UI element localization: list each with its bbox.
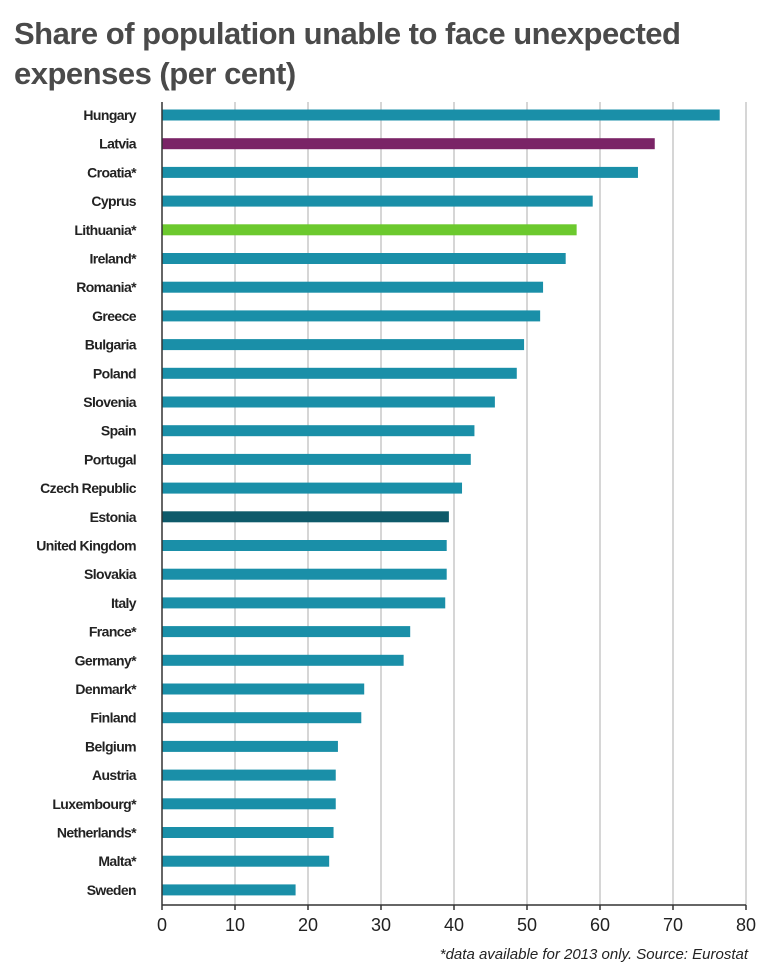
category-label: Netherlands* <box>57 825 137 841</box>
bar <box>162 683 365 695</box>
x-tick-label: 30 <box>371 915 391 935</box>
gridlines <box>234 102 747 905</box>
bar <box>162 453 471 465</box>
x-tick-label: 50 <box>517 915 537 935</box>
x-tick-label: 60 <box>590 915 610 935</box>
category-label: Luxembourg* <box>52 796 137 812</box>
category-label: Estonia <box>90 509 137 525</box>
x-tick-label: 40 <box>444 915 464 935</box>
chart-title: Share of population unable to face unexp… <box>14 16 681 91</box>
bar <box>162 540 447 551</box>
category-label: Slovenia <box>83 394 137 410</box>
category-label: Hungary <box>83 107 136 123</box>
category-labels: Hungary Latvia Croatia* Cyprus Lithuania* Ire… <box>36 107 137 898</box>
category-label: Italy <box>111 595 137 611</box>
x-tick-label: 20 <box>298 915 318 935</box>
bar <box>162 712 362 724</box>
category-label: United Kingdom <box>36 538 136 554</box>
category-label: Spain <box>101 423 136 439</box>
category-label: France* <box>89 624 137 640</box>
bar <box>162 109 720 121</box>
category-label: Belgium <box>85 738 136 754</box>
bar <box>162 195 593 207</box>
category-label: Portugal <box>84 451 136 467</box>
category-label: Sweden <box>87 882 136 898</box>
category-label: Czech Republic <box>40 480 137 496</box>
category-label: Austria <box>92 767 137 783</box>
bar <box>162 740 338 752</box>
bar <box>162 253 566 264</box>
category-label: Romania* <box>76 279 137 295</box>
x-tick-label: 80 <box>736 915 756 935</box>
bar <box>162 511 449 523</box>
bar <box>162 597 446 609</box>
bar <box>162 855 330 867</box>
bar <box>162 482 463 494</box>
bar <box>162 425 475 437</box>
category-label: Lithuania* <box>74 222 137 238</box>
bar <box>162 827 334 838</box>
bar <box>162 798 336 810</box>
x-axis: 0 10 20 30 40 50 60 70 80 <box>157 102 756 935</box>
bar <box>162 310 541 322</box>
x-tick-label: 10 <box>225 915 245 935</box>
bar <box>162 568 447 580</box>
category-label: Poland <box>93 365 136 381</box>
bar <box>162 367 517 379</box>
bar <box>162 396 495 408</box>
category-label: Malta* <box>98 853 137 869</box>
category-label: Finland <box>90 710 136 726</box>
bar <box>162 224 577 236</box>
category-label: Cyprus <box>91 193 136 209</box>
category-label: Latvia <box>99 136 137 152</box>
category-label: Germany* <box>75 652 137 668</box>
category-label: Croatia* <box>87 164 137 180</box>
category-label: Bulgaria <box>85 337 137 353</box>
bar <box>162 166 638 178</box>
bar <box>162 654 404 666</box>
category-label: Denmark* <box>75 681 137 697</box>
x-tick-label: 70 <box>663 915 683 935</box>
category-label: Slovakia <box>84 566 137 582</box>
bar <box>162 339 525 351</box>
category-label: Ireland* <box>89 251 137 267</box>
bar <box>162 281 544 293</box>
bar <box>162 884 296 896</box>
bar <box>162 769 336 781</box>
bars <box>162 109 720 896</box>
category-label: Greece <box>92 308 137 324</box>
bar <box>162 138 655 150</box>
footnote: *data available for 2013 only. Source: E… <box>439 946 748 963</box>
bar <box>162 626 411 638</box>
x-tick-label: 0 <box>157 915 167 935</box>
